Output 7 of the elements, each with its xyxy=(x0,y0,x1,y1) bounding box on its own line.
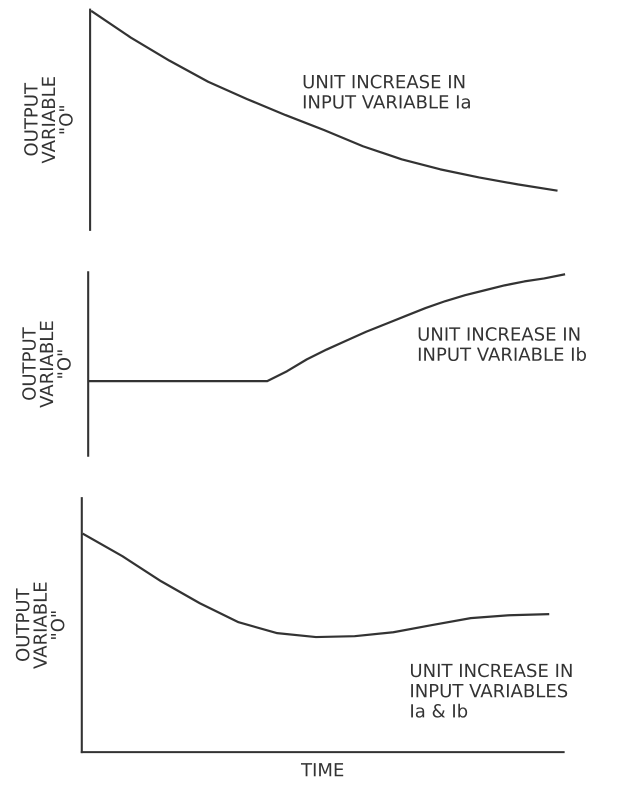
x-axis-title: TIME xyxy=(300,763,344,776)
annotation: UNIT INCREASE IN INPUT VARIABLES Ia & Ib xyxy=(410,664,572,718)
y-axis-title: OUTPUT VARIABLE "O" xyxy=(16,582,64,669)
y-axis-title: OUTPUT VARIABLE "O" xyxy=(24,77,73,164)
annotation: UNIT INCREASE IN INPUT VARIABLE Ib xyxy=(418,327,586,362)
annotation: UNIT INCREASE IN INPUT VARIABLE Ia xyxy=(304,74,470,109)
y-axis-title: OUTPUT VARIABLE "O" xyxy=(22,321,71,408)
